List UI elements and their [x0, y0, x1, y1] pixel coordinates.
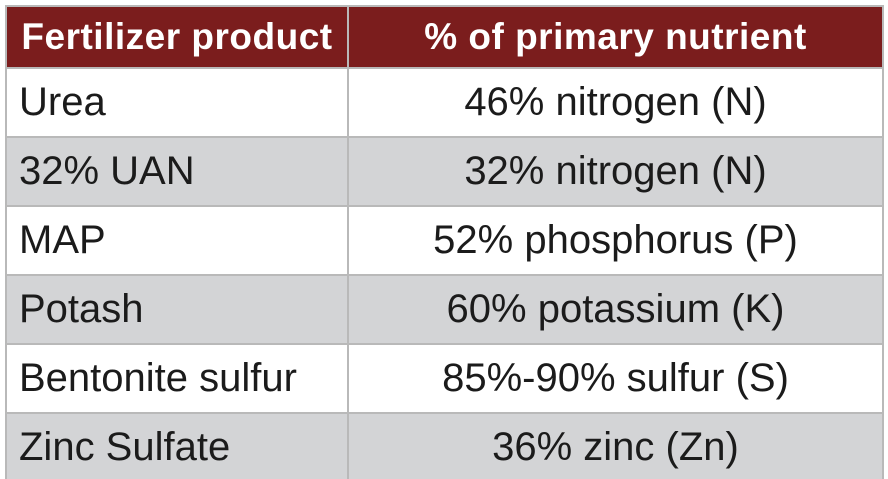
table-row: Zinc Sulfate 36% zinc (Zn) — [5, 412, 884, 479]
product-cell: Zinc Sulfate — [5, 412, 349, 479]
product-cell: 32% UAN — [5, 136, 349, 207]
nutrient-cell: 52% phosphorus (P) — [347, 205, 884, 276]
table-row: Potash 60% potassium (K) — [5, 274, 884, 345]
table-body: Urea 46% nitrogen (N) 32% UAN 32% nitrog… — [5, 67, 884, 479]
product-cell: Bentonite sulfur — [5, 343, 349, 414]
table-row: MAP 52% phosphorus (P) — [5, 205, 884, 276]
fertilizer-nutrient-table: Fertilizer product % of primary nutrient… — [5, 5, 884, 479]
nutrient-cell: 60% potassium (K) — [347, 274, 884, 345]
column-header-fertilizer-product: Fertilizer product — [5, 5, 349, 69]
nutrient-cell: 46% nitrogen (N) — [347, 67, 884, 138]
nutrient-cell: 32% nitrogen (N) — [347, 136, 884, 207]
header-row: Fertilizer product % of primary nutrient — [5, 5, 884, 69]
nutrient-cell: 36% zinc (Zn) — [347, 412, 884, 479]
product-cell: Urea — [5, 67, 349, 138]
nutrient-cell: 85%-90% sulfur (S) — [347, 343, 884, 414]
table-row: Urea 46% nitrogen (N) — [5, 67, 884, 138]
table-row: 32% UAN 32% nitrogen (N) — [5, 136, 884, 207]
product-cell: MAP — [5, 205, 349, 276]
column-header-primary-nutrient: % of primary nutrient — [347, 5, 884, 69]
product-cell: Potash — [5, 274, 349, 345]
table-header: Fertilizer product % of primary nutrient — [5, 5, 884, 69]
table-row: Bentonite sulfur 85%-90% sulfur (S) — [5, 343, 884, 414]
